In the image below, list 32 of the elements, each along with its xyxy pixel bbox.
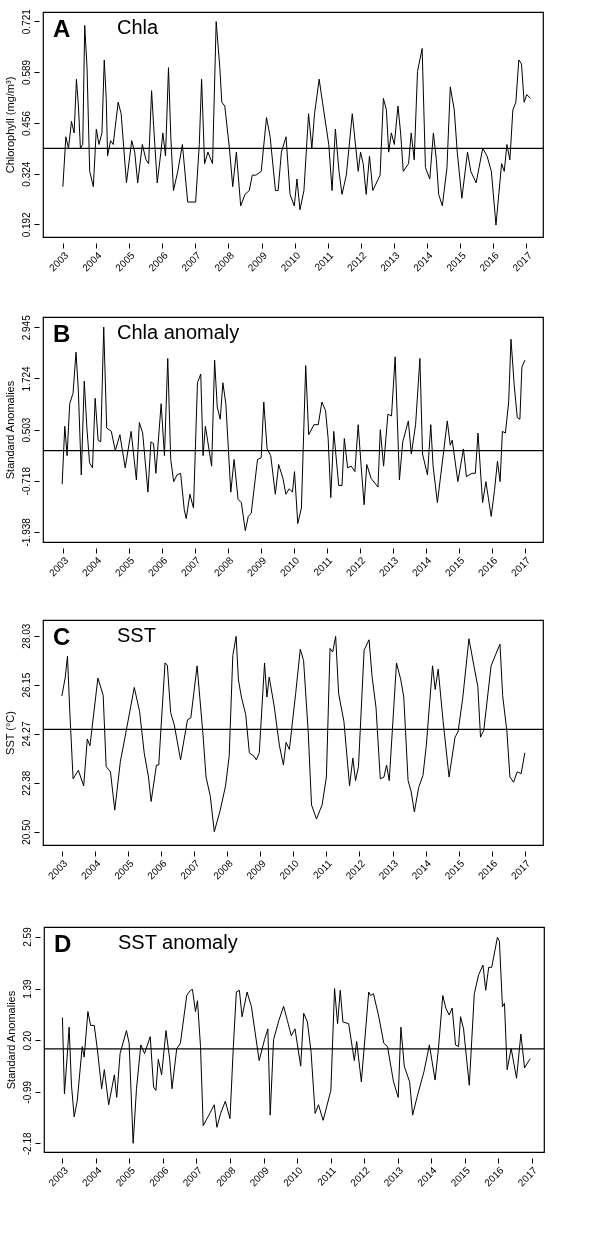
y-tick-label: 2.945: [20, 314, 32, 341]
y-axis-title: Standard Anomalies: [4, 990, 17, 1090]
y-tick-label: -2.18: [21, 1132, 33, 1156]
y-tick-label: 0.192: [20, 211, 32, 238]
y-tick-label: -0.99: [21, 1080, 33, 1104]
y-tick-label: 2.59: [21, 926, 33, 947]
y-axis-title: SST (°C): [3, 711, 16, 755]
y-tick-label: -0.718: [20, 466, 32, 496]
y-tick-label: 1.724: [20, 365, 32, 392]
annotation: D: [54, 930, 72, 957]
annotation: A: [53, 15, 71, 42]
y-tick-label: 24.27: [20, 721, 32, 747]
chart-title: SST: [117, 624, 156, 646]
annotation: C: [53, 623, 71, 650]
chart-title: Chla: [117, 16, 160, 38]
y-tick-label: 26.15: [20, 672, 32, 698]
chart-title: Chla anomaly: [117, 321, 240, 343]
y-tick-label: 0.20: [21, 1030, 33, 1051]
y-tick-label: 0.721: [20, 8, 32, 35]
y-axis-title: Standard Anomalies: [3, 380, 16, 480]
y-tick-label: 28.03: [20, 623, 32, 649]
y-tick-label: 0.324: [20, 161, 32, 187]
y-tick-label: -1.938: [20, 517, 32, 547]
y-tick-label: 0.589: [20, 59, 32, 85]
y-tick-label: 22.38: [20, 770, 32, 796]
y-tick-label: 20.50: [20, 819, 32, 845]
chart-title: SST anomaly: [118, 931, 238, 953]
annotation: B: [53, 320, 71, 347]
y-tick-label: 0.503: [20, 417, 32, 443]
y-tick-label: 0.456: [20, 110, 32, 136]
y-axis-title: Chlorophyll (mg/m³): [3, 76, 16, 174]
y-tick-label: 1.39: [21, 978, 33, 999]
